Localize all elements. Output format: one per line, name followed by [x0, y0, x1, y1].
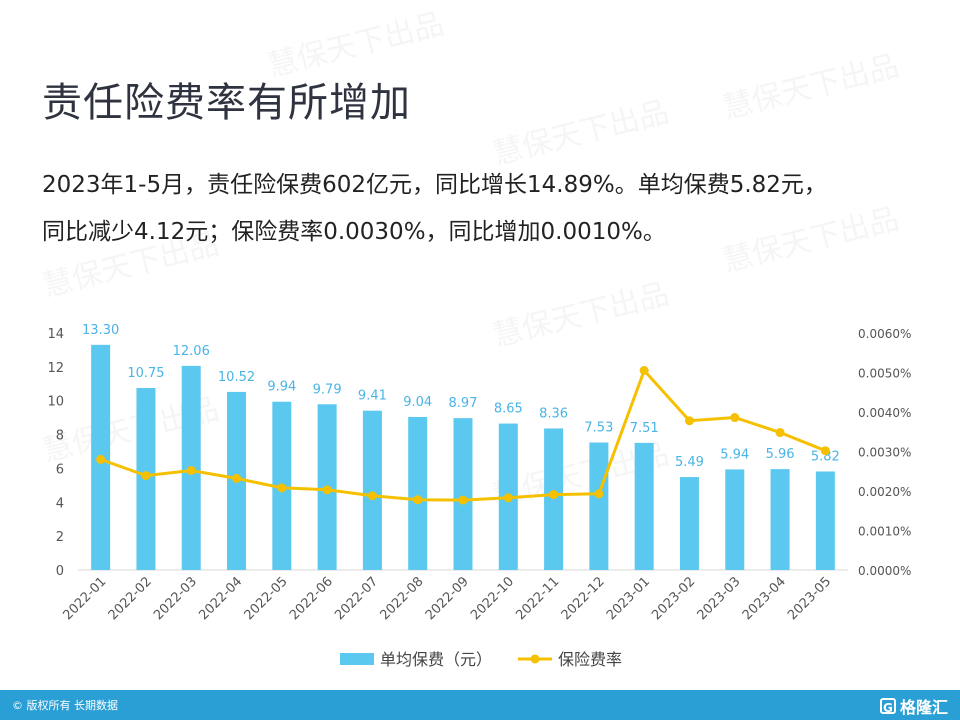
legend-bar-swatch — [340, 653, 374, 665]
x-tick-label: 2023-05 — [785, 574, 834, 623]
bar-data-label: 9.04 — [403, 395, 432, 410]
y-right-tick-label: 0.0060% — [858, 327, 911, 341]
x-tick-label: 2022-05 — [242, 574, 291, 623]
y-left-axis: 0 2 4 6 8 10 12 14 — [47, 327, 64, 579]
rate-point — [639, 366, 649, 376]
line-series — [96, 366, 830, 505]
rate-point — [277, 483, 287, 493]
footer-bar: © 版权所有 长期数据 G 格隆汇 — [0, 690, 960, 720]
bar-data-label: 8.65 — [494, 402, 523, 417]
summary-text: 2023年1-5月，责任险保费602亿元，同比增长14.89%。单均保费5.82… — [42, 162, 922, 256]
legend: 单均保费（元） 保险费率 — [340, 650, 622, 669]
bar — [362, 410, 382, 570]
legend-bar-label: 单均保费（元） — [380, 650, 492, 669]
bar — [815, 471, 835, 570]
bar-data-label: 12.06 — [173, 344, 210, 359]
y-left-tick-label: 4 — [56, 496, 64, 511]
summary-line-1: 2023年1-5月，责任险保费602亿元，同比增长14.89%。单均保费5.82… — [42, 172, 827, 198]
y-right-tick-label: 0.0030% — [858, 446, 911, 460]
y-left-tick-label: 8 — [56, 429, 64, 444]
x-tick-label: 2023-02 — [649, 574, 698, 623]
bar-data-label: 8.97 — [449, 396, 478, 411]
bar-data-label: 8.36 — [539, 406, 568, 421]
y-left-tick-label: 12 — [47, 361, 64, 376]
rate-point — [232, 473, 242, 483]
x-tick-label: 2022-06 — [287, 574, 336, 623]
bar — [679, 477, 699, 570]
bar — [770, 469, 790, 570]
y-right-tick-label: 0.0010% — [858, 525, 911, 539]
watermark: 慧保天下出品 — [489, 94, 673, 173]
rate-point — [820, 446, 830, 456]
copyright-text: © 版权所有 长期数据 — [12, 699, 118, 712]
x-tick-label: 2022-04 — [196, 574, 245, 623]
x-tick-label: 2023-01 — [604, 574, 653, 623]
rate-point — [594, 489, 604, 499]
y-left-tick-label: 0 — [56, 564, 64, 579]
brand-name: 格隆汇 — [899, 698, 948, 717]
brand-logo: G 格隆汇 — [879, 694, 948, 718]
x-tick-label: 2023-04 — [740, 574, 789, 623]
page-title: 责任险费率有所增加 — [42, 80, 411, 126]
y-right-axis: 0.0000% 0.0010% 0.0020% 0.0030% 0.0040% 0.005… — [858, 327, 911, 578]
bar-data-label: 5.96 — [766, 447, 795, 462]
x-tick-label: 2022-02 — [106, 574, 155, 623]
bar-data-label: 10.52 — [218, 370, 255, 385]
rate-point — [367, 491, 377, 501]
x-tick-label: 2022-07 — [332, 574, 381, 623]
x-tick-label: 2022-03 — [151, 574, 200, 623]
rate-point — [684, 416, 694, 426]
x-tick-label: 2022-08 — [378, 574, 427, 623]
watermark: 慧保天下出品 — [719, 48, 903, 127]
legend-line-marker — [530, 654, 540, 664]
rate-point — [186, 465, 196, 475]
bar-data-label: 13.30 — [82, 323, 119, 338]
y-right-tick-label: 0.0020% — [858, 485, 911, 499]
y-left-tick-label: 10 — [47, 395, 64, 410]
combo-chart: 0 2 4 6 8 10 12 14 0.0000% 0.0010% 0.0020% 0.0030%… — [47, 323, 911, 669]
bar-data-label: 9.94 — [267, 380, 296, 395]
bar-data-label: 5.82 — [811, 449, 840, 464]
rate-point — [458, 495, 468, 505]
x-tick-label: 2023-03 — [695, 574, 744, 623]
x-tick-label: 2022-11 — [513, 574, 562, 623]
bar-data-label: 5.49 — [675, 455, 704, 470]
bar-labels: 13.30 10.75 12.06 10.52 9.94 9.79 9.41 9.04 8.97… — [82, 323, 840, 470]
y-right-tick-label: 0.0040% — [858, 406, 911, 420]
rate-point — [322, 485, 332, 495]
bar — [589, 442, 609, 570]
y-right-tick-label: 0.0050% — [858, 367, 911, 381]
y-right-tick-label: 0.0000% — [858, 564, 911, 578]
rate-point — [549, 490, 559, 500]
x-tick-label: 2022-01 — [60, 574, 109, 623]
y-left-tick-label: 2 — [56, 530, 64, 545]
bar-data-label: 7.53 — [584, 421, 613, 436]
legend-line-label: 保险费率 — [558, 650, 622, 669]
bar — [725, 469, 745, 570]
bar-data-label: 9.41 — [358, 389, 387, 404]
brand-g-icon: G — [879, 698, 896, 715]
rate-point — [730, 413, 740, 423]
bar-series — [91, 344, 835, 570]
x-tick-label: 2022-10 — [468, 574, 517, 623]
x-tick-labels: 2022-012022-022022-032022-042022-052022-… — [60, 574, 834, 623]
x-tick-label: 2022-12 — [559, 574, 608, 623]
bar — [408, 416, 428, 570]
bar-data-label: 9.79 — [313, 382, 342, 397]
rate-point — [775, 428, 785, 438]
bar-data-label: 5.94 — [720, 447, 749, 462]
x-tick-label: 2022-09 — [423, 574, 472, 623]
rate-point — [141, 471, 151, 481]
bar-data-label: 7.51 — [630, 421, 659, 436]
summary-line-2: 同比减少4.12元；保险费率0.0030%，同比增加0.0010%。 — [42, 219, 666, 245]
bar — [544, 428, 564, 570]
rate-point — [96, 454, 106, 464]
bar — [634, 442, 654, 570]
bar-data-label: 10.75 — [127, 366, 164, 381]
rate-point — [503, 493, 513, 503]
rate-point — [413, 495, 423, 505]
y-left-tick-label: 6 — [56, 462, 64, 477]
y-left-tick-label: 14 — [47, 327, 64, 342]
bar — [453, 418, 473, 570]
